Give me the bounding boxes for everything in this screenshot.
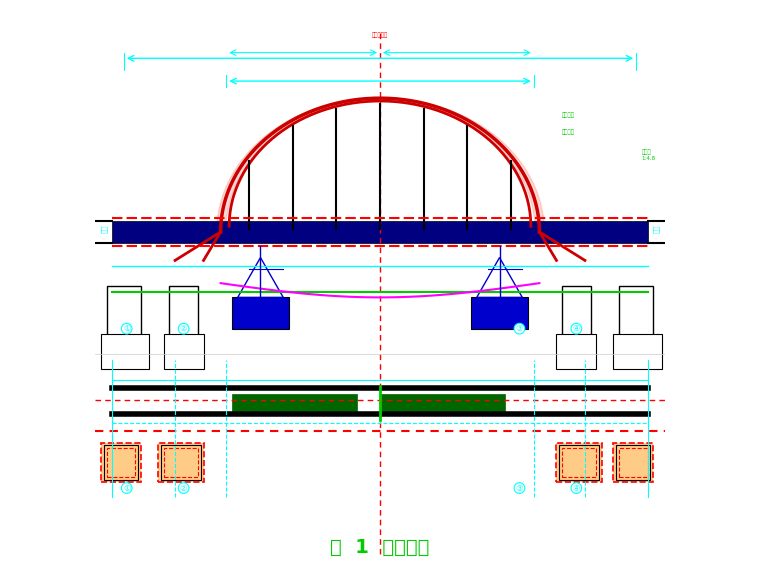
Bar (112, 221, 648, 243)
Text: ④: ④ (572, 324, 580, 333)
Text: 矢跨比
1:4.8: 矢跨比 1:4.8 (642, 149, 656, 161)
Text: 图  1  桥型布置: 图 1 桥型布置 (331, 538, 429, 557)
Bar (556, 335, 597, 368)
Bar (562, 286, 591, 343)
Text: 拱肋轴线: 拱肋轴线 (562, 113, 575, 118)
Text: ①: ① (123, 483, 131, 492)
Bar (106, 448, 135, 476)
Bar (169, 286, 198, 343)
Bar (619, 286, 654, 343)
Bar (559, 446, 599, 479)
Bar (471, 297, 528, 329)
Bar (232, 297, 289, 329)
Bar (106, 286, 141, 343)
Text: 拱肋截面: 拱肋截面 (562, 129, 575, 135)
Bar (380, 394, 505, 411)
Bar (619, 448, 648, 476)
Text: 右岸: 右岸 (653, 225, 660, 233)
Bar (232, 394, 357, 411)
Bar (163, 335, 204, 368)
Bar (613, 335, 662, 368)
Bar (158, 443, 204, 482)
Text: ④: ④ (572, 483, 580, 492)
Bar (613, 443, 654, 482)
Text: 左岸: 左岸 (100, 225, 107, 233)
Bar (101, 335, 150, 368)
Text: ①: ① (123, 324, 131, 333)
Bar (101, 443, 141, 482)
Text: ②: ② (180, 324, 188, 333)
Text: ②: ② (180, 483, 188, 492)
Text: ③: ③ (516, 324, 523, 333)
Bar (556, 443, 602, 482)
Text: 桥梁中心线: 桥梁中心线 (372, 33, 388, 38)
Bar (616, 446, 651, 479)
Bar (562, 448, 597, 476)
Bar (104, 446, 138, 479)
Text: ③: ③ (516, 483, 523, 492)
Bar (161, 446, 201, 479)
Bar (163, 448, 198, 476)
